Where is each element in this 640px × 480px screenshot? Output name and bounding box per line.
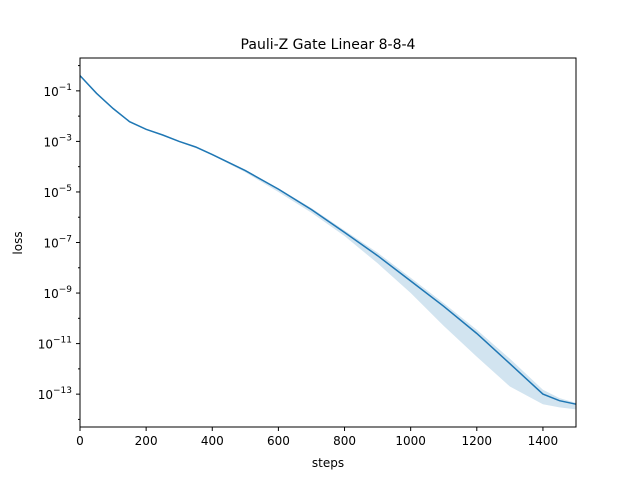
y-axis-label: loss	[11, 231, 25, 254]
chart-title: Pauli-Z Gate Linear 8-8-4	[241, 37, 416, 53]
plot-area	[79, 57, 577, 428]
x-tick-label: 800	[333, 434, 356, 448]
x-tick-label: 200	[135, 434, 158, 448]
y-tick-label: 10−11	[38, 336, 72, 352]
loss-range-band	[80, 75, 576, 410]
x-axis-label: steps	[312, 456, 344, 470]
loss-series-line	[79, 75, 577, 405]
x-tick-label: 1400	[528, 434, 559, 448]
x-tick-label: 400	[201, 434, 224, 448]
y-tick-label: 10−9	[43, 285, 72, 301]
y-tick-label: 10−13	[38, 386, 72, 402]
y-axis-ticks: 10−1 10−3 10−5 10−7 10−9 10−11 10−13	[38, 65, 80, 420]
y-tick-label: 10−7	[43, 235, 72, 251]
x-axis-ticks: 0 200 400 600 800 1000 1200 1400	[76, 427, 558, 448]
x-tick-label: 0	[76, 434, 84, 448]
x-tick-label: 600	[267, 434, 290, 448]
y-tick-label: 10−1	[43, 83, 72, 99]
x-tick-label: 1200	[462, 434, 493, 448]
y-tick-label: 10−3	[43, 133, 72, 149]
y-tick-label: 10−5	[43, 184, 72, 200]
x-tick-label: 1000	[395, 434, 426, 448]
